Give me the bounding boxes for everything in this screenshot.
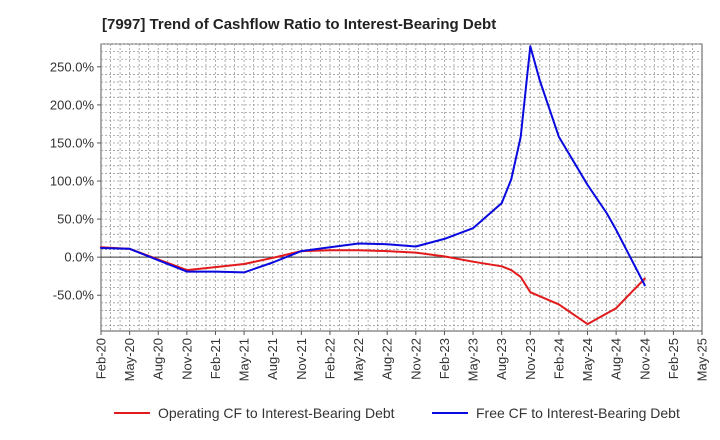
x-tick-label: May-22 xyxy=(351,338,366,381)
x-tick-label: Feb-23 xyxy=(437,338,452,379)
y-tick-label: 150.0% xyxy=(50,135,95,150)
series-line-0 xyxy=(100,246,646,326)
legend-swatch-free-cf xyxy=(432,412,468,414)
chart-title: [7997] Trend of Cashflow Ratio to Intere… xyxy=(102,16,497,33)
legend-item-operating-cf: Operating CF to Interest-Bearing Debt xyxy=(114,405,395,421)
x-tick-label: Nov-23 xyxy=(523,338,538,380)
legend-label-operating-cf: Operating CF to Interest-Bearing Debt xyxy=(158,405,395,421)
series-line-1 xyxy=(100,45,646,287)
x-tick-label: Aug-24 xyxy=(609,338,624,380)
y-tick-label: 200.0% xyxy=(50,97,95,112)
x-tick-label: May-24 xyxy=(580,338,595,381)
x-tick-label: May-25 xyxy=(695,338,710,381)
x-tick-label: Aug-21 xyxy=(265,338,280,380)
x-tick-label: Nov-24 xyxy=(637,338,652,380)
plot-area xyxy=(100,43,703,332)
x-tick-label: Nov-21 xyxy=(294,338,309,380)
x-tick-label: Feb-22 xyxy=(322,338,337,379)
y-tick-label: 250.0% xyxy=(50,59,95,74)
y-tick-label: -50.0% xyxy=(53,288,95,303)
y-tick-label: 0.0% xyxy=(64,250,94,265)
chart-legend: Operating CF to Interest-Bearing Debt Fr… xyxy=(0,405,720,425)
x-tick-label: May-23 xyxy=(466,338,481,381)
x-tick-label: Feb-21 xyxy=(208,338,223,379)
x-tick-label: Aug-22 xyxy=(380,338,395,380)
legend-swatch-operating-cf xyxy=(114,412,150,414)
x-tick-label: Aug-23 xyxy=(494,338,509,380)
legend-label-free-cf: Free CF to Interest-Bearing Debt xyxy=(476,405,680,421)
x-tick-label: Nov-20 xyxy=(179,338,194,380)
x-tick-label: Nov-22 xyxy=(408,338,423,380)
x-tick-label: Feb-20 xyxy=(94,338,109,379)
x-tick-label: Feb-24 xyxy=(551,338,566,379)
x-tick-label: May-21 xyxy=(237,338,252,381)
legend-item-free-cf: Free CF to Interest-Bearing Debt xyxy=(432,405,680,421)
x-tick-label: Feb-25 xyxy=(666,338,681,379)
y-tick-label: 100.0% xyxy=(50,174,95,189)
y-tick-label: 50.0% xyxy=(57,212,94,227)
x-tick-label: May-20 xyxy=(122,338,137,381)
x-tick-label: Aug-20 xyxy=(151,338,166,380)
